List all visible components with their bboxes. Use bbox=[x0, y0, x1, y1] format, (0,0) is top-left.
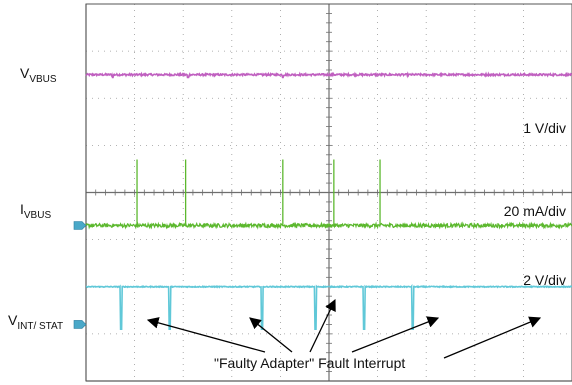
trace-ivbus bbox=[85, 221, 572, 230]
annotation-text: "Faulty Adapter" Fault Interrupt bbox=[214, 355, 405, 371]
annotation-arrow bbox=[443, 316, 542, 359]
channel-label-ivbus: IVBUS bbox=[20, 201, 51, 221]
annotation-arrow bbox=[309, 298, 336, 353]
trace-vvbus bbox=[85, 71, 572, 79]
channel-label-vint-stat: VINT/ STAT bbox=[8, 312, 63, 332]
annotation-arrows bbox=[146, 298, 542, 359]
trace-vint-stat bbox=[85, 283, 572, 330]
annotation-arrow bbox=[351, 316, 440, 353]
ground-marker bbox=[73, 320, 87, 329]
scale-label-vint-stat: 2 V/div bbox=[523, 272, 566, 288]
graticule bbox=[85, 3, 572, 382]
ground-marker bbox=[73, 221, 87, 230]
annotation-arrow bbox=[146, 317, 266, 353]
scale-label-vvbus: 1 V/div bbox=[523, 120, 566, 136]
channel-markers bbox=[73, 221, 87, 329]
annotation-arrow bbox=[249, 317, 293, 353]
channel-label-vvbus: VVBUS bbox=[20, 65, 57, 85]
waveform-traces bbox=[85, 71, 572, 330]
plot-frame bbox=[85, 3, 572, 382]
scale-label-ivbus: 20 mA/div bbox=[504, 203, 566, 219]
